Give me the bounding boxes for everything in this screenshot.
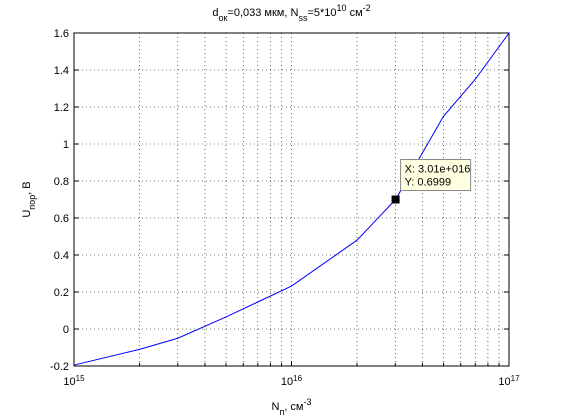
chart-title-part: -2 xyxy=(363,3,371,13)
y-tick-label: 0.4 xyxy=(54,250,69,262)
datatip-y: Y: 0.6999 xyxy=(405,177,452,189)
y-tick-label: 1 xyxy=(63,139,69,151)
x-tick-exponent: 17 xyxy=(511,374,520,383)
chart-title-part: ss xyxy=(298,13,308,23)
plot-area xyxy=(74,33,509,366)
chart-title-part: 10 xyxy=(337,3,347,13)
y-tick-label: 1.2 xyxy=(54,102,69,114)
y-tick-label: -0.2 xyxy=(50,361,69,373)
chart-title-part: ок xyxy=(218,13,227,23)
x-tick-label: 1015 xyxy=(63,374,85,389)
y-tick-label: 0.6 xyxy=(54,213,69,225)
y-tick-label: 0.2 xyxy=(54,287,69,299)
y-tick-label: 1.4 xyxy=(54,65,69,77)
x-tick-base: 10 xyxy=(63,376,75,388)
y-axis-label: Uпор, В xyxy=(21,181,37,217)
x-tick-label: 1017 xyxy=(498,374,520,389)
chart-title-part: =0,033 мкм, N xyxy=(227,7,298,19)
x-tick-label: 1016 xyxy=(281,374,303,389)
y-axis-label-part: , В xyxy=(21,181,33,194)
x-tick-exponent: 16 xyxy=(293,374,302,383)
chart-title-part: =5*10 xyxy=(307,7,336,19)
y-tick-label: 0 xyxy=(63,324,69,336)
x-tick-base: 10 xyxy=(498,376,510,388)
x-tick-base: 10 xyxy=(281,376,293,388)
datatip-x: X: 3.01e+016 xyxy=(405,164,471,176)
chart-title: dок=0,033 мкм, Nss=5*1010 см-2 xyxy=(212,3,370,23)
y-tick-label: 1.6 xyxy=(54,28,69,40)
x-axis-label-part: -3 xyxy=(304,397,312,407)
chart-title-part: см xyxy=(347,7,363,19)
data-line xyxy=(73,32,510,366)
x-axis-label-part: , см xyxy=(284,401,303,413)
x-tick-exponent: 15 xyxy=(76,374,85,383)
x-axis-label-part: п xyxy=(279,407,284,417)
y-axis-label-part: пор xyxy=(27,195,37,210)
y-axis-label-part: U xyxy=(21,210,33,218)
datatip-box xyxy=(400,159,472,192)
datatip-marker xyxy=(391,195,400,204)
chart-title-part: d xyxy=(212,7,218,19)
axes-box xyxy=(73,32,510,367)
y-tick-label: 0.8 xyxy=(54,176,69,188)
x-axis-label-part: N xyxy=(271,401,279,413)
x-axis-label: Nп, см-3 xyxy=(271,397,311,417)
